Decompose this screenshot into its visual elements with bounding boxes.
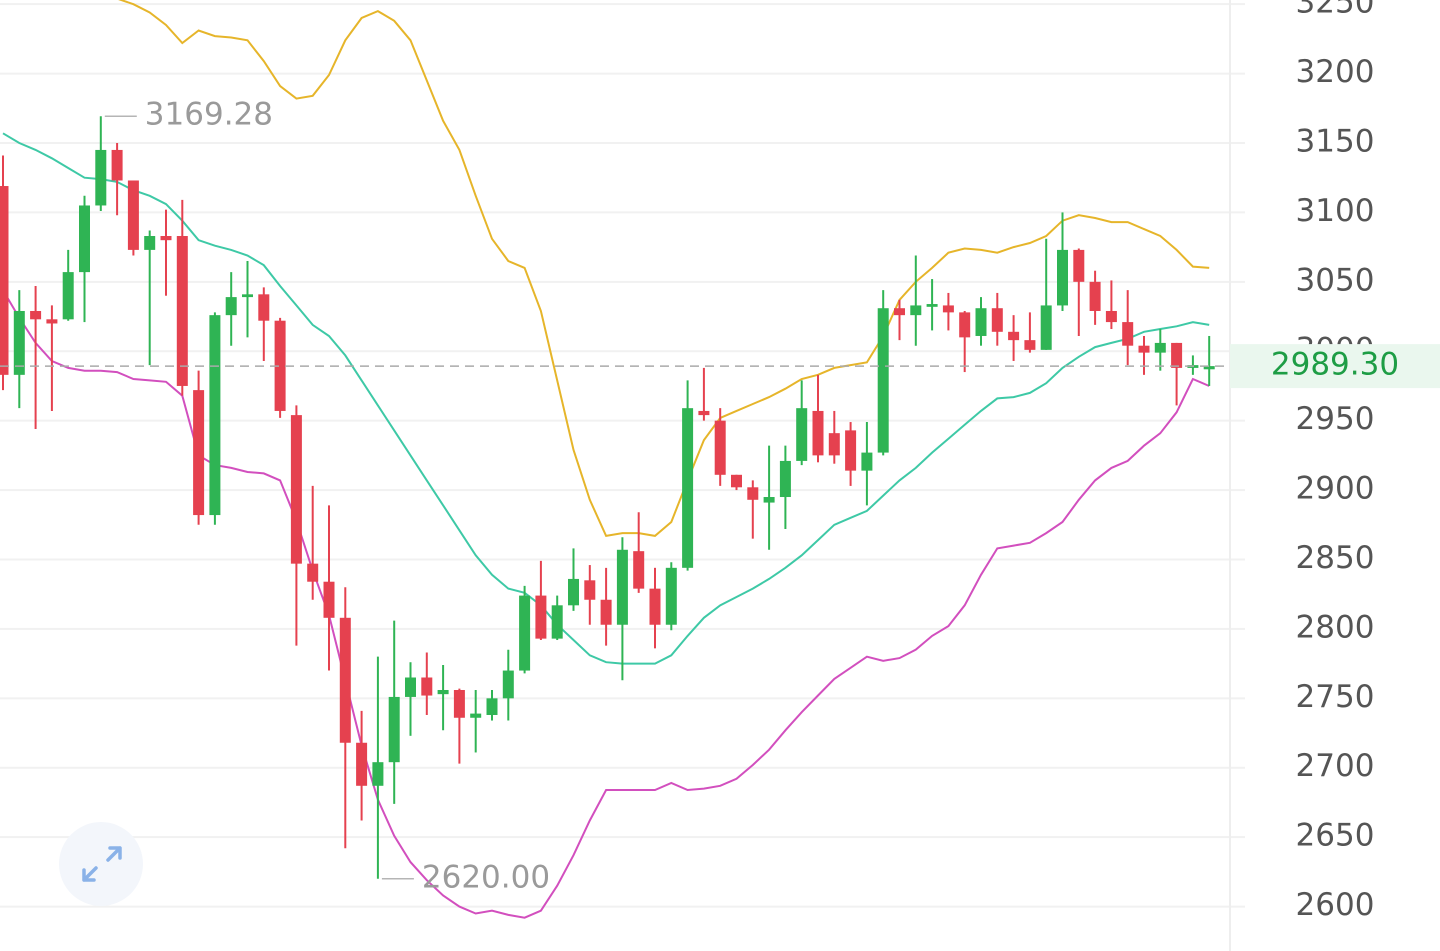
candle-body [0,186,9,375]
candle-body [1171,342,1183,368]
candle-body [600,599,612,625]
candle-body [519,595,531,671]
candle-body [176,236,188,386]
candle-body [959,312,971,338]
candle-body [372,762,384,786]
candle-body [209,315,221,516]
candle-body [1024,340,1036,350]
candle-body [877,308,889,453]
y-tick-label: 2700 [1296,748,1375,784]
band-line [118,0,1210,538]
candle-body [1057,249,1068,306]
candle-body [30,310,42,320]
candle-body [1154,342,1166,353]
y-tick-label: 2800 [1296,609,1375,645]
annotation-label: 3169.28 [145,97,273,133]
candles [0,116,1215,879]
y-tick-label: 2850 [1296,540,1375,576]
candle-body [46,319,58,324]
candle-body [568,578,579,606]
candle-body [421,677,433,696]
candle-body [975,308,987,336]
candle-body [453,689,465,718]
last-price-label: 2989.30 [1271,347,1399,383]
candle-body [1138,345,1150,353]
candle-body [942,305,954,313]
candle-body [258,294,270,321]
y-tick-label: 3150 [1296,123,1375,159]
y-tick-label: 2750 [1296,679,1375,715]
y-tick-label: 3250 [1296,0,1375,21]
candle-body [339,617,351,743]
candle-body [225,297,237,316]
candle-body [535,595,547,639]
y-tick-label: 3100 [1296,193,1375,229]
candle-body [616,549,628,625]
candle-body [95,149,107,206]
candle-body [698,410,710,416]
candle-body [242,294,253,298]
candle-body [894,308,905,316]
overlay: 3169.28 2620.00 2989.30 [0,97,1440,895]
candle-body [144,236,156,250]
bands [2,0,1210,919]
candle-body [633,551,645,589]
band-line [2,132,1210,665]
candle-body [111,149,123,181]
y-tick-label: 3050 [1296,262,1375,298]
y-tick-label: 2600 [1296,887,1375,923]
candle-body [1040,305,1052,350]
candle-body [502,670,514,699]
candle-body [405,677,416,697]
candle-body [470,713,482,718]
candle-body [307,563,319,582]
candle-body [665,567,677,625]
candle-body [356,742,368,786]
candle-body [290,415,302,564]
y-tick-label: 2650 [1296,818,1375,854]
candle-body [388,696,400,763]
last-price-box [1230,344,1440,389]
candle-body [763,497,775,503]
candle-body [160,236,172,241]
grid: 2600265027002750280028502900295030003050… [0,0,1374,923]
candle-body [193,390,205,516]
candle-body [926,304,938,307]
candle-body [796,408,808,461]
candle-body [62,272,74,320]
candle-body [779,460,791,498]
candle-body [991,308,1003,332]
candle-body [1203,366,1215,370]
candle-body [731,474,742,488]
candle-body [486,698,498,715]
candle-body [437,689,449,695]
candle-body [845,430,857,471]
candle-body [1073,249,1085,282]
candle-body [649,588,661,625]
candle-body [584,580,596,600]
annotation-label: 2620.00 [422,859,550,895]
candle-body [682,408,694,568]
candle-body [13,310,25,375]
candle-body [828,433,840,456]
candle-body [812,410,824,456]
expand-button[interactable] [59,822,143,906]
candle-body [1122,322,1134,346]
candle-body [79,205,90,273]
candle-body [747,487,759,500]
candle-body [714,420,726,475]
candle-body [1089,281,1101,311]
candle-body [274,320,286,411]
candle-body [323,581,335,618]
candle-body [127,180,139,250]
candle-body [551,605,563,639]
y-tick-label: 3200 [1296,54,1375,90]
candle-body [1008,331,1020,341]
y-tick-label: 2950 [1296,401,1375,437]
candle-body [910,305,922,316]
candle-body [1105,310,1117,323]
y-tick-label: 2900 [1296,471,1375,507]
candle-body [861,452,873,471]
